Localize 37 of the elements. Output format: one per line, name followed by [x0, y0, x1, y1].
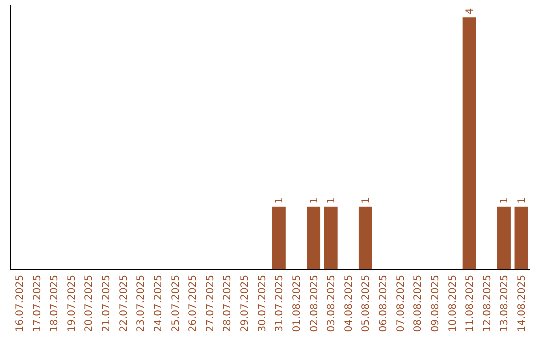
data-label: 1 — [326, 198, 338, 204]
data-label: 1 — [500, 198, 511, 204]
x-tick-label: 21.07.2025 — [102, 275, 113, 332]
x-tick-label: 14.08.2025 — [517, 275, 528, 332]
x-tick-label: 12.08.2025 — [482, 275, 494, 332]
x-tick-label: 23.07.2025 — [136, 275, 148, 332]
data-label: 4 — [465, 8, 476, 15]
data-label: 1 — [361, 198, 372, 204]
x-tick-label: 20.07.2025 — [84, 275, 96, 332]
x-tick-label: 13.08.2025 — [500, 275, 511, 332]
x-tick-label: 10.08.2025 — [448, 275, 459, 332]
x-tick-label: 16.07.2025 — [14, 275, 26, 332]
x-tick-label: 04.08.2025 — [344, 275, 355, 332]
x-tick-label: 07.08.2025 — [396, 275, 407, 332]
data-label: 1 — [517, 198, 528, 204]
x-tick-label: 27.07.2025 — [205, 275, 216, 332]
x-tick-label: 31.07.2025 — [274, 275, 286, 332]
x-tick-label: 06.08.2025 — [378, 275, 390, 332]
x-tick-label: 08.08.2025 — [413, 275, 424, 332]
x-tick-label: 30.07.2025 — [257, 275, 268, 332]
x-tick-label: 26.07.2025 — [188, 275, 200, 332]
x-tick-label: 17.07.2025 — [32, 275, 44, 332]
x-tick-label: 03.08.2025 — [326, 275, 338, 332]
x-tick-label: 01.08.2025 — [292, 275, 303, 332]
x-tick-label: 05.08.2025 — [361, 275, 372, 332]
x-tick-label: 22.07.2025 — [118, 275, 130, 332]
x-tick-label: 28.07.2025 — [222, 275, 234, 332]
x-tick-label: 18.07.2025 — [50, 275, 61, 332]
x-tick-label: 19.07.2025 — [66, 275, 78, 332]
x-tick-label: 24.07.2025 — [153, 275, 164, 332]
x-tick-label: 25.07.2025 — [170, 275, 182, 332]
x-tick-label: 09.08.2025 — [430, 275, 442, 332]
data-label: 1 — [274, 198, 286, 204]
x-tick-label: 29.07.2025 — [240, 275, 252, 332]
x-tick-label: 11.08.2025 — [465, 275, 476, 332]
x-tick-label: 02.08.2025 — [309, 275, 320, 332]
data-label: 1 — [309, 198, 320, 204]
